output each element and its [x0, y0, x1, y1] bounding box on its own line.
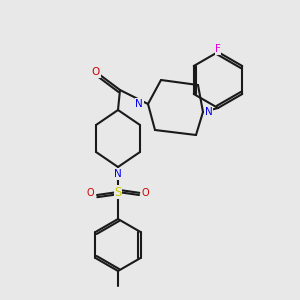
Text: N: N [205, 107, 213, 117]
Text: O: O [86, 188, 94, 198]
Text: S: S [114, 185, 122, 199]
Text: O: O [142, 188, 150, 198]
Text: N: N [114, 169, 122, 179]
Text: F: F [215, 44, 221, 54]
Text: O: O [92, 67, 100, 77]
Text: N: N [135, 99, 143, 109]
